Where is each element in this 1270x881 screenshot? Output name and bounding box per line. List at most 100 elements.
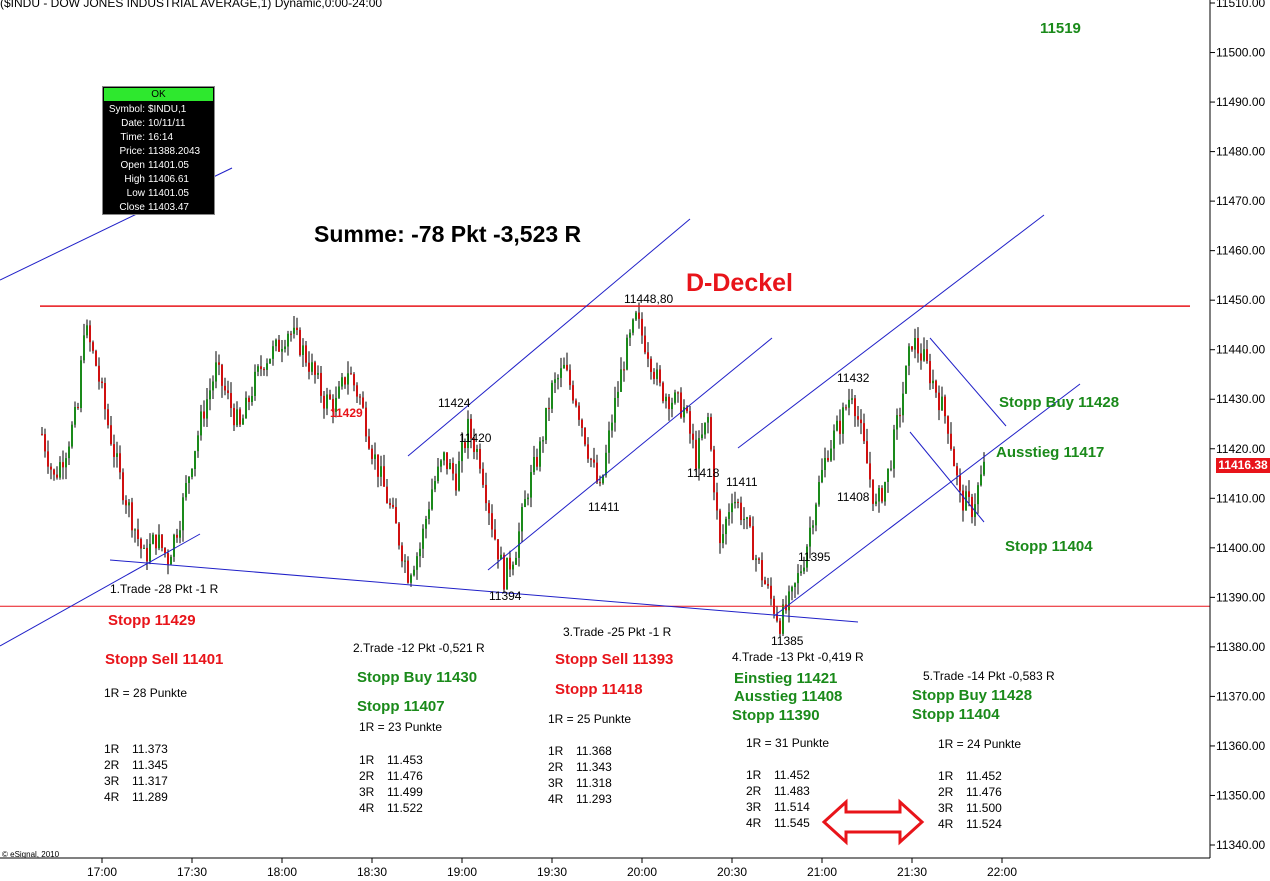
candle (947, 415, 949, 444)
candle (86, 319, 88, 339)
r-price: 11.545 (774, 816, 810, 830)
r-target-row: 3R 11.514 (746, 799, 810, 815)
candle (50, 463, 52, 480)
r-target-row: 3R 11.500 (938, 800, 1002, 816)
candle (488, 500, 490, 525)
level-label: 11420 (459, 430, 492, 445)
candle (599, 475, 601, 487)
candle (326, 387, 328, 416)
data-window-row: Open 11401.05 (103, 159, 214, 173)
candle (143, 544, 145, 549)
ok-button[interactable]: OK (104, 88, 213, 101)
level-label: 11411 (588, 500, 620, 515)
y-tick-label: 11340.00 (1216, 838, 1265, 852)
candle (764, 576, 766, 585)
r-multiple: 3R (746, 800, 762, 814)
candle (254, 364, 256, 401)
r-target-row: 1R 11.452 (938, 768, 1002, 784)
candle (836, 415, 838, 432)
candle (791, 585, 793, 601)
candle (80, 355, 82, 413)
candle (155, 534, 157, 555)
r-targets: 1R 11.452 2R 11.483 3R 11.514 4R 11.545 (746, 767, 810, 831)
data-window-value: 10/11/11 (148, 118, 186, 129)
r-price: 11.343 (576, 760, 612, 774)
y-tick-label: 11400.00 (1216, 541, 1265, 555)
candle (449, 459, 451, 470)
candle (881, 485, 883, 504)
r-target-row: 1R 11.373 (104, 741, 168, 757)
r-price: 11.345 (132, 758, 168, 772)
candle (905, 365, 907, 394)
candle (611, 414, 613, 438)
candle (167, 549, 169, 575)
candle (287, 330, 289, 356)
candle (941, 386, 943, 411)
candle (164, 547, 166, 558)
r-target-row: 2R 11.483 (746, 783, 810, 799)
candle (914, 328, 916, 359)
candle (44, 428, 46, 458)
r-price: 11.524 (966, 817, 1002, 831)
candle (299, 327, 301, 357)
candle (89, 320, 91, 352)
candle (908, 343, 910, 376)
candle (617, 381, 619, 407)
candle (794, 582, 796, 599)
candle (890, 460, 892, 472)
signal-annotation: Ausstieg 11417 (996, 443, 1105, 461)
candle (98, 357, 100, 390)
candle (524, 490, 526, 508)
channel-1-lower (487, 337, 773, 571)
candle (140, 537, 142, 559)
candle (560, 357, 562, 388)
r-target-row: 3R 11.318 (548, 775, 612, 791)
candle (356, 382, 358, 404)
r-price: 11.483 (774, 784, 810, 798)
level-label: 11395 (798, 549, 831, 564)
candle (239, 407, 241, 428)
candle (314, 360, 316, 384)
candle (245, 391, 247, 419)
y-tick-label: 11430.00 (1216, 392, 1265, 406)
candle (281, 340, 283, 363)
candle (641, 312, 643, 344)
candle (377, 454, 379, 488)
x-tick-label: 20:00 (627, 865, 657, 879)
x-tick-label: 17:30 (177, 865, 207, 879)
data-window-value: 11406.61 (148, 174, 189, 185)
candle (782, 599, 784, 637)
candle (302, 338, 304, 367)
top-level-label: 11519 (1040, 20, 1081, 37)
trade-risk: 1R = 28 Punkte (104, 686, 188, 700)
candle (308, 351, 310, 380)
double-arrow-icon (821, 798, 925, 846)
candle (368, 428, 370, 450)
r-multiple: 3R (359, 785, 375, 799)
candle (92, 340, 94, 354)
candle (353, 372, 355, 392)
data-window-label: Time: (120, 132, 145, 143)
trade-risk: 1R = 24 Punkte (938, 737, 1022, 751)
trade-title: 3.Trade -25 Pkt -1 R (563, 625, 672, 639)
candle (920, 343, 922, 370)
trade-signal: Stopp 11418 (555, 681, 643, 698)
candle (917, 327, 919, 363)
trade-signal: Stopp 11404 (912, 706, 1000, 723)
candle (305, 341, 307, 367)
data-window-value: 11388.2043 (148, 146, 201, 157)
r-price: 11.453 (387, 753, 423, 767)
candle (596, 454, 598, 484)
r-multiple: 4R (548, 792, 564, 806)
candle (815, 502, 817, 532)
candle (467, 410, 469, 459)
candle (485, 472, 487, 511)
candle (899, 407, 901, 428)
candle (902, 381, 904, 423)
candle (476, 444, 478, 460)
candle (584, 427, 586, 447)
candle (653, 368, 655, 385)
candle (785, 595, 787, 614)
candle (389, 498, 391, 509)
candle (830, 440, 832, 462)
